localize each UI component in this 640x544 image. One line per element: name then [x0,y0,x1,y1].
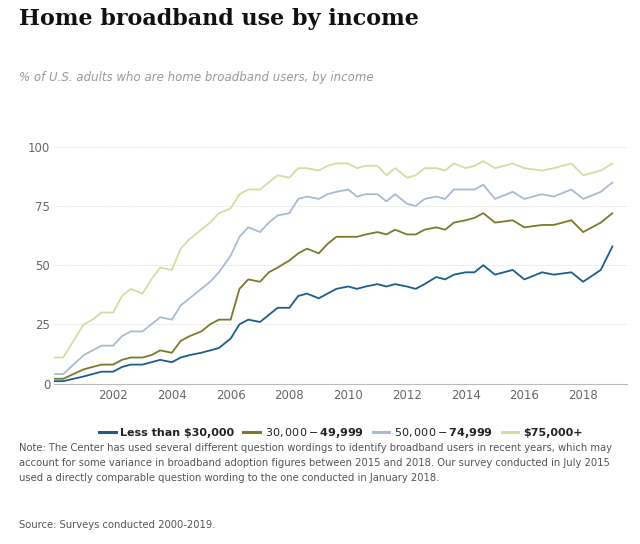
Text: Source: Surveys conducted 2000-2019.: Source: Surveys conducted 2000-2019. [19,520,216,529]
Text: Note: The Center has used several different question wordings to identify broadb: Note: The Center has used several differ… [19,443,612,483]
Legend: Less than $30,000, $30,000-$49,999, $50,000-$74,999, $75,000+: Less than $30,000, $30,000-$49,999, $50,… [99,426,582,440]
Text: % of U.S. adults who are home broadband users, by income: % of U.S. adults who are home broadband … [19,71,374,84]
Text: Home broadband use by income: Home broadband use by income [19,8,419,30]
